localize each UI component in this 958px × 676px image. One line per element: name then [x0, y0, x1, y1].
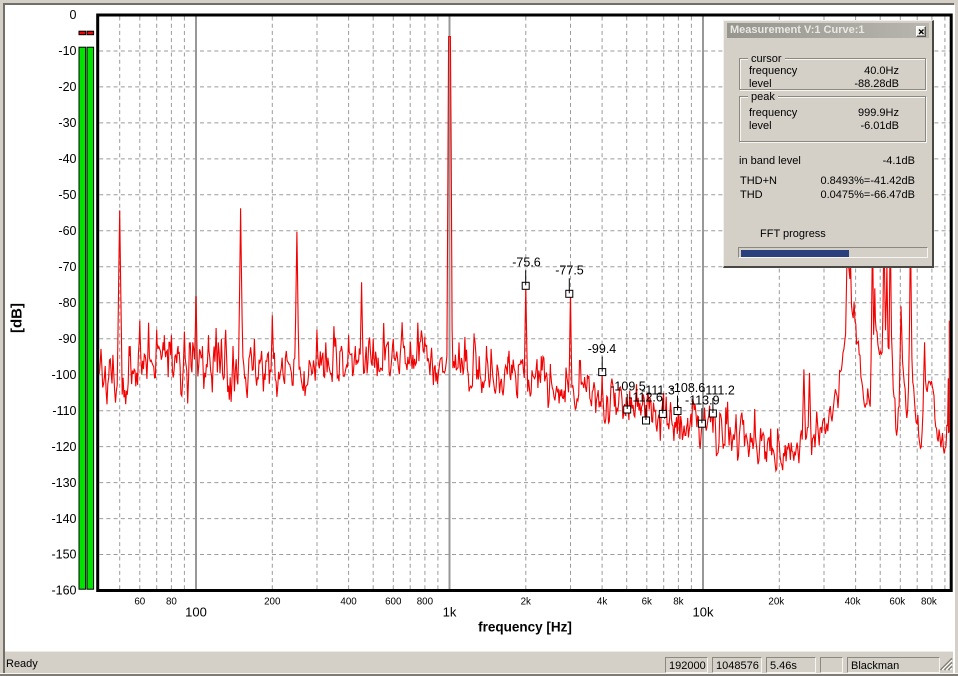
svg-text:-110: -110 — [52, 404, 76, 418]
svg-text:-90: -90 — [58, 332, 76, 346]
svg-text:-100: -100 — [51, 368, 76, 382]
svg-text:100: 100 — [185, 605, 207, 620]
svg-text:4k: 4k — [597, 596, 607, 607]
svg-text:-75.6: -75.6 — [512, 256, 541, 270]
svg-text:10k: 10k — [693, 605, 714, 620]
svg-text:40k: 40k — [845, 596, 861, 607]
svg-text:-80: -80 — [58, 296, 76, 310]
svg-text:400: 400 — [340, 596, 357, 607]
svg-text:frequency [Hz]: frequency [Hz] — [478, 620, 572, 635]
svg-text:-111.2: -111.2 — [701, 383, 735, 397]
svg-text:-140: -140 — [51, 512, 76, 526]
svg-text:-113.9: -113.9 — [685, 394, 720, 408]
svg-text:-60: -60 — [58, 224, 76, 238]
svg-text:20k: 20k — [768, 596, 784, 607]
svg-text:80: 80 — [166, 596, 177, 607]
svg-text:-70: -70 — [58, 260, 76, 274]
svg-text:-30: -30 — [58, 116, 76, 130]
svg-text:80k: 80k — [921, 596, 937, 607]
svg-text:-160: -160 — [51, 584, 76, 598]
svg-text:-40: -40 — [58, 152, 76, 166]
svg-text:0: 0 — [70, 8, 77, 22]
svg-text:-99.4: -99.4 — [588, 342, 617, 356]
svg-text:60k: 60k — [889, 596, 905, 607]
svg-text:-77.5: -77.5 — [555, 264, 584, 278]
svg-text:-150: -150 — [51, 548, 76, 562]
svg-text:-20: -20 — [58, 80, 76, 94]
svg-text:-109.5: -109.5 — [610, 379, 645, 393]
svg-text:2k: 2k — [521, 596, 531, 607]
svg-text:[dB]: [dB] — [9, 303, 26, 333]
svg-text:-10: -10 — [58, 44, 76, 58]
svg-text:-120: -120 — [51, 440, 76, 454]
svg-text:6k: 6k — [642, 596, 652, 607]
svg-text:-111.3: -111.3 — [641, 384, 675, 398]
svg-text:800: 800 — [417, 596, 434, 607]
svg-text:60: 60 — [134, 596, 145, 607]
svg-text:200: 200 — [264, 596, 281, 607]
svg-text:-130: -130 — [51, 476, 76, 490]
svg-text:-112.6: -112.6 — [628, 390, 663, 404]
svg-text:600: 600 — [385, 596, 402, 607]
svg-text:-108.6: -108.6 — [670, 381, 705, 395]
svg-text:1k: 1k — [443, 605, 457, 620]
svg-text:8k: 8k — [673, 596, 683, 607]
svg-text:-50: -50 — [58, 188, 76, 202]
